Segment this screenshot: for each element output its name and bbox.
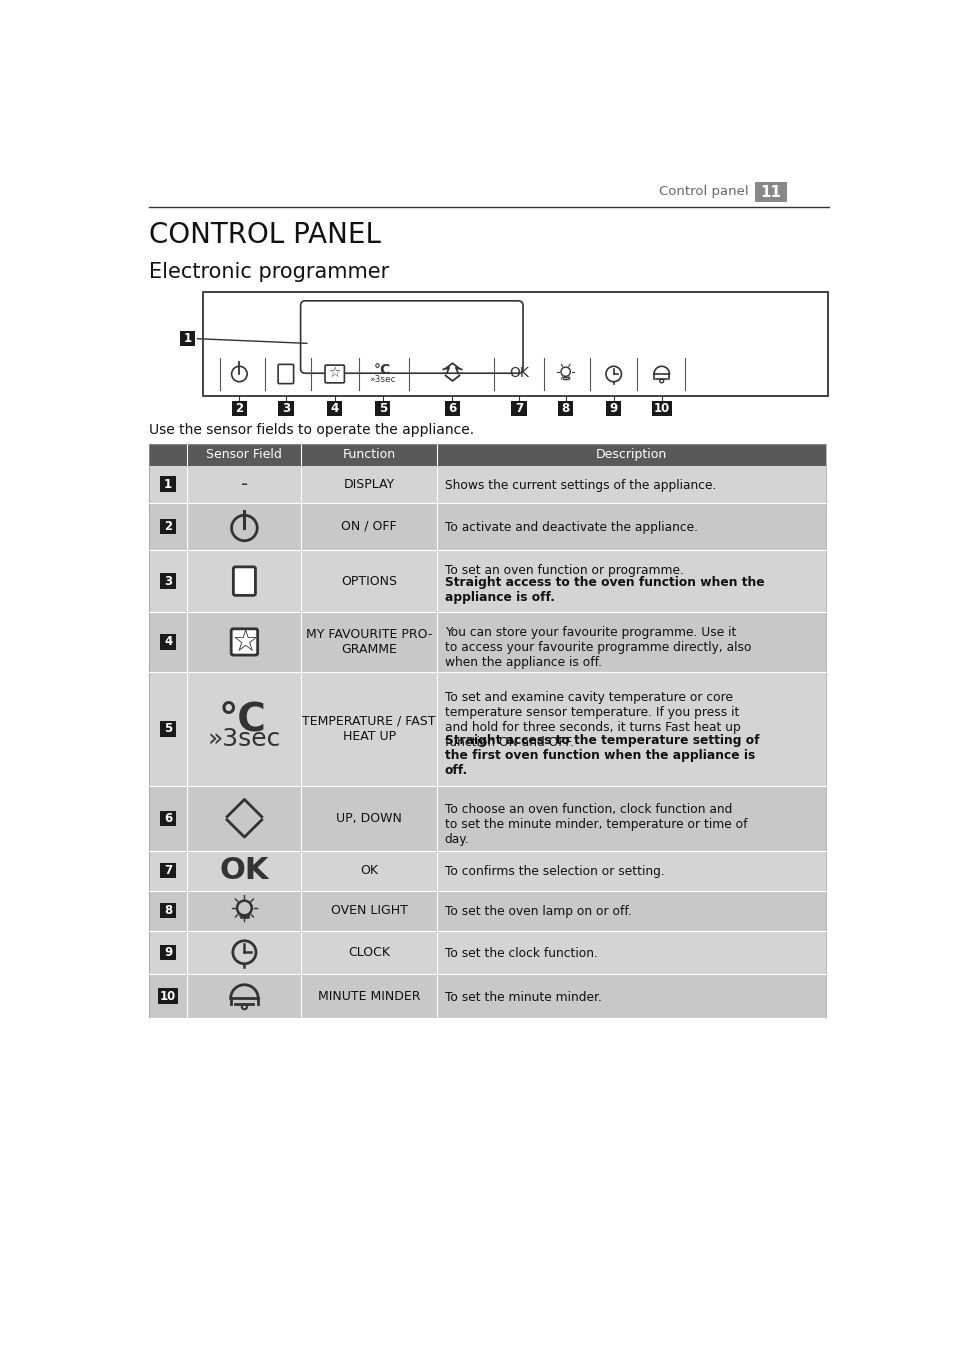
- Text: 2: 2: [235, 402, 243, 415]
- Text: 11: 11: [760, 185, 781, 200]
- Text: Straight access to the temperature setting of
the first oven function when the a: Straight access to the temperature setti…: [444, 734, 759, 777]
- Text: ON / OFF: ON / OFF: [341, 521, 396, 533]
- Bar: [160, 573, 175, 589]
- Text: Sensor Field: Sensor Field: [206, 449, 282, 461]
- Text: -: -: [240, 475, 248, 493]
- Text: To set the oven lamp on or off.: To set the oven lamp on or off.: [444, 906, 631, 918]
- Text: Description: Description: [596, 449, 666, 461]
- Text: UP, DOWN: UP, DOWN: [335, 811, 402, 825]
- Text: OK: OK: [509, 366, 529, 380]
- Text: Shows the current settings of the appliance.: Shows the current settings of the applia…: [444, 479, 716, 492]
- Text: To set the clock function.: To set the clock function.: [444, 946, 597, 960]
- Bar: [149, 891, 825, 930]
- Bar: [160, 634, 175, 650]
- Text: Electronic programmer: Electronic programmer: [149, 261, 389, 281]
- Bar: [605, 402, 620, 416]
- Text: 8: 8: [561, 402, 569, 415]
- Text: CONTROL PANEL: CONTROL PANEL: [149, 222, 380, 249]
- Text: 6: 6: [164, 811, 172, 825]
- Text: 2: 2: [164, 521, 172, 533]
- Bar: [232, 402, 247, 416]
- FancyBboxPatch shape: [325, 365, 344, 383]
- Text: 8: 8: [164, 904, 172, 917]
- FancyBboxPatch shape: [231, 629, 257, 656]
- Bar: [160, 863, 175, 879]
- Text: 1: 1: [183, 333, 192, 345]
- Text: ☆: ☆: [328, 366, 340, 380]
- Bar: [375, 402, 390, 416]
- Bar: [278, 402, 294, 416]
- Text: OK: OK: [219, 856, 269, 886]
- Text: °C: °C: [373, 364, 390, 377]
- Text: To set the minute minder.: To set the minute minder.: [444, 991, 601, 1005]
- Text: To set an oven function or programme.: To set an oven function or programme.: [444, 564, 683, 577]
- Bar: [149, 443, 825, 465]
- Text: 4: 4: [331, 402, 338, 415]
- Text: MY FAVOURITE PRO-
GRAMME: MY FAVOURITE PRO- GRAMME: [306, 627, 432, 656]
- Text: DISPLAY: DISPLAY: [343, 477, 395, 491]
- Bar: [149, 550, 825, 612]
- Text: You can store your favourite programme. Use it
to access your favourite programm: You can store your favourite programme. …: [444, 626, 750, 669]
- Text: To confirms the selection or setting.: To confirms the selection or setting.: [444, 865, 664, 879]
- Text: OVEN LIGHT: OVEN LIGHT: [331, 904, 407, 917]
- Text: 6: 6: [448, 402, 456, 415]
- Bar: [149, 465, 825, 503]
- Bar: [149, 786, 825, 850]
- Text: OPTIONS: OPTIONS: [341, 575, 396, 588]
- Bar: [149, 850, 825, 891]
- Bar: [327, 402, 342, 416]
- Text: 9: 9: [164, 946, 172, 959]
- Text: Function: Function: [342, 449, 395, 461]
- Text: 4: 4: [164, 635, 172, 649]
- Bar: [158, 988, 178, 1003]
- Bar: [203, 292, 827, 396]
- Text: CLOCK: CLOCK: [348, 946, 390, 959]
- FancyBboxPatch shape: [278, 365, 294, 384]
- Bar: [160, 811, 175, 826]
- Text: 3: 3: [164, 575, 172, 588]
- Bar: [160, 945, 175, 960]
- Text: Straight access to the oven function when the
appliance is off.: Straight access to the oven function whe…: [444, 576, 763, 604]
- Text: OK: OK: [360, 864, 377, 877]
- Bar: [160, 476, 175, 492]
- Text: °C: °C: [218, 700, 267, 738]
- Text: 7: 7: [164, 864, 172, 877]
- Bar: [179, 331, 195, 346]
- FancyBboxPatch shape: [300, 301, 522, 373]
- Bar: [149, 672, 825, 786]
- Text: Control panel: Control panel: [659, 185, 748, 197]
- Bar: [149, 930, 825, 973]
- Text: To set and examine cavity temperature or core
temperature sensor temperature. If: To set and examine cavity temperature or…: [444, 691, 740, 749]
- Text: 1: 1: [164, 477, 172, 491]
- Text: 5: 5: [378, 402, 387, 415]
- Text: ☆: ☆: [231, 627, 258, 657]
- Text: 9: 9: [609, 402, 618, 415]
- Text: To choose an oven function, clock function and
to set the minute minder, tempera: To choose an oven function, clock functi…: [444, 803, 746, 846]
- Text: 3: 3: [281, 402, 290, 415]
- Bar: [754, 183, 786, 203]
- Bar: [160, 903, 175, 918]
- Bar: [149, 612, 825, 672]
- Text: 5: 5: [164, 722, 172, 735]
- Bar: [149, 503, 825, 550]
- Text: 7: 7: [515, 402, 522, 415]
- Bar: [160, 721, 175, 737]
- Text: Use the sensor fields to operate the appliance.: Use the sensor fields to operate the app…: [149, 423, 474, 437]
- Bar: [149, 443, 825, 1018]
- FancyBboxPatch shape: [233, 566, 255, 595]
- Bar: [651, 402, 671, 416]
- Bar: [160, 519, 175, 534]
- Text: 10: 10: [653, 402, 669, 415]
- Bar: [558, 402, 573, 416]
- Bar: [511, 402, 526, 416]
- Text: 10: 10: [160, 990, 176, 1003]
- Text: »3sec: »3sec: [369, 375, 395, 384]
- Bar: [444, 402, 459, 416]
- Text: TEMPERATURE / FAST
HEAT UP: TEMPERATURE / FAST HEAT UP: [302, 715, 436, 744]
- Text: MINUTE MINDER: MINUTE MINDER: [317, 990, 420, 1003]
- Text: To activate and deactivate the appliance.: To activate and deactivate the appliance…: [444, 522, 697, 534]
- Text: »3sec: »3sec: [208, 726, 281, 750]
- Bar: [149, 973, 825, 1018]
